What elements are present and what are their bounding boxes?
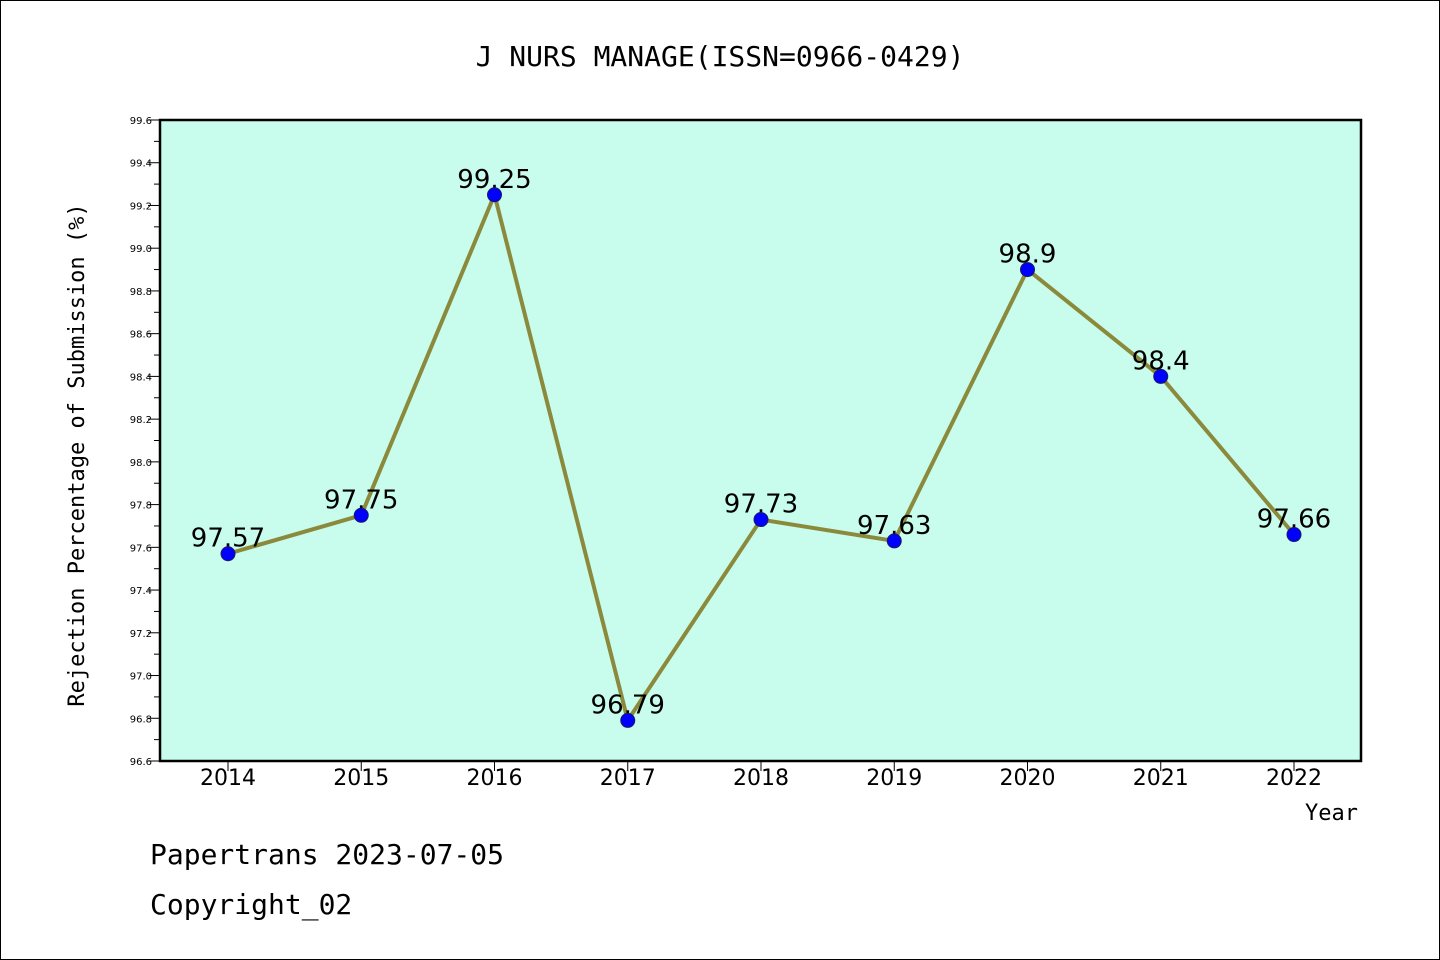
chart-title: J NURS MANAGE(ISSN=0966-0429) bbox=[476, 40, 965, 73]
y-axis-label: Rejection Percentage of Submission (%) bbox=[65, 203, 90, 706]
y-tick-label: 97.0 bbox=[130, 672, 152, 683]
x-tick-label: 2015 bbox=[333, 766, 389, 791]
x-tick-label: 2014 bbox=[200, 766, 256, 791]
footer-date: Papertrans 2023-07-05 bbox=[150, 838, 504, 871]
y-tick-label: 97.6 bbox=[130, 543, 152, 554]
y-tick-label: 98.6 bbox=[130, 330, 152, 341]
data-point bbox=[753, 512, 769, 528]
x-tick-label: 2017 bbox=[600, 766, 656, 791]
footer-copyright: Copyright_02 bbox=[150, 888, 352, 922]
y-tick-label: 97.4 bbox=[130, 586, 152, 597]
y-tick-label: 98.2 bbox=[130, 415, 152, 426]
plot-area bbox=[158, 118, 1363, 763]
y-tick-label: 99.4 bbox=[130, 159, 152, 170]
y-axis: 96.6 96.8 97.0 97.2 97.4 97.6 97.8 98.0 98.2 98.4… bbox=[130, 116, 160, 768]
x-axis: 2014 2015 2016 2017 2018 2019 2020 2021 2022 bbox=[200, 761, 1322, 791]
data-point bbox=[1020, 262, 1035, 278]
data-point bbox=[353, 507, 369, 523]
y-tick-label: 98.8 bbox=[130, 287, 152, 298]
x-tick-label: 2020 bbox=[1000, 766, 1056, 791]
data-point bbox=[1286, 527, 1302, 543]
y-tick-label: 98.0 bbox=[130, 458, 152, 469]
x-axis-label: Year bbox=[1305, 801, 1358, 826]
data-point bbox=[487, 187, 502, 203]
x-tick-label: 2016 bbox=[467, 766, 523, 791]
y-tick-label: 99.6 bbox=[130, 116, 152, 127]
y-tick-label: 98.4 bbox=[130, 372, 152, 383]
x-tick-label: 2022 bbox=[1266, 766, 1322, 791]
y-tick-label: 97.8 bbox=[130, 501, 152, 512]
y-tick-label: 99.0 bbox=[130, 244, 152, 255]
data-point bbox=[1153, 368, 1169, 384]
data-series: 97.5797.7599.2596.7997.7397.6398.998.497… bbox=[191, 165, 1331, 728]
data-point bbox=[886, 533, 902, 549]
y-tick-label: 99.2 bbox=[130, 201, 152, 212]
x-tick-label: 2021 bbox=[1133, 766, 1189, 791]
data-point bbox=[220, 546, 236, 562]
y-tick-label: 96.6 bbox=[130, 757, 152, 768]
y-tick-label: 97.2 bbox=[130, 629, 152, 640]
x-tick-label: 2019 bbox=[866, 766, 922, 791]
x-tick-label: 2018 bbox=[733, 766, 789, 791]
y-tick-label: 96.8 bbox=[130, 714, 152, 725]
data-point bbox=[620, 712, 636, 728]
